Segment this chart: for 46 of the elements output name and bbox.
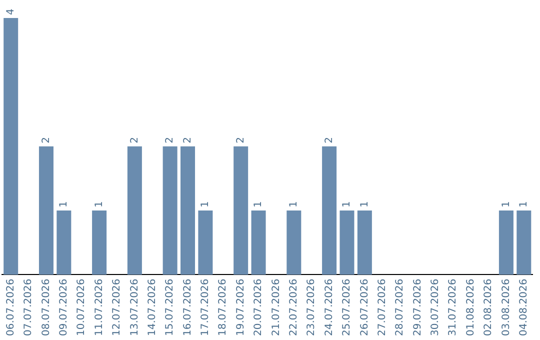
data-label: 1: [253, 201, 264, 208]
x-tick-label: 27.07.2026: [376, 278, 388, 336]
data-label: 2: [235, 136, 246, 144]
x-tick-label: 17.07.2026: [200, 278, 212, 336]
data-label: 1: [518, 201, 530, 208]
x-tick-label: 26.07.2026: [359, 278, 370, 336]
x-tick-label: 23.07.2026: [306, 278, 318, 336]
x-tick-label: 16.07.2026: [182, 278, 194, 336]
x-tick-label: 13.07.2026: [129, 278, 140, 336]
x-tick-label: 06.07.2026: [5, 278, 16, 336]
data-label: 2: [164, 136, 176, 144]
data-label: 1: [58, 201, 70, 208]
x-tick-label: 24.07.2026: [324, 278, 335, 336]
data-label: 1: [359, 201, 370, 208]
x-tick-label: 14.07.2026: [146, 278, 158, 336]
data-label: 1: [200, 201, 212, 208]
x-tick-label: 03.08.2026: [500, 278, 512, 336]
x-tick-label: 19.07.2026: [235, 278, 246, 336]
x-tick-label: 07.07.2026: [23, 278, 34, 336]
x-tick-label: 11.07.2026: [94, 278, 105, 336]
data-label: 4: [5, 8, 16, 15]
x-tick-label: 02.08.2026: [483, 278, 494, 336]
x-tick-label: 31.07.2026: [448, 278, 459, 336]
x-tick-label: 25.07.2026: [342, 278, 353, 336]
x-tick-label: 29.07.2026: [412, 278, 424, 336]
x-tick-label: 01.08.2026: [465, 278, 476, 336]
x-tick-label: 10.07.2026: [76, 278, 88, 336]
data-label: 2: [324, 136, 335, 144]
data-label: 1: [94, 201, 105, 208]
x-tick-label: 22.07.2026: [288, 278, 300, 336]
data-label: 2: [182, 136, 194, 144]
x-tick-label: 18.07.2026: [218, 278, 229, 336]
data-label: 1: [342, 201, 353, 208]
x-tick-label: 30.07.2026: [430, 278, 442, 336]
x-tick-label: 21.07.2026: [270, 278, 282, 336]
x-tick-label: 04.08.2026: [518, 278, 530, 336]
data-label: 2: [40, 136, 52, 144]
x-tick-label: 20.07.2026: [253, 278, 264, 336]
x-tick-label: 08.07.2026: [40, 278, 52, 336]
x-tick-label: 09.07.2026: [58, 278, 70, 336]
x-tick-label: 28.07.2026: [394, 278, 406, 336]
data-label: 1: [288, 201, 300, 208]
x-tick-label: 15.07.2026: [164, 278, 176, 336]
x-tick-label: 12.07.2026: [112, 278, 123, 336]
data-label: 1: [500, 201, 512, 208]
data-label: 2: [129, 136, 140, 144]
